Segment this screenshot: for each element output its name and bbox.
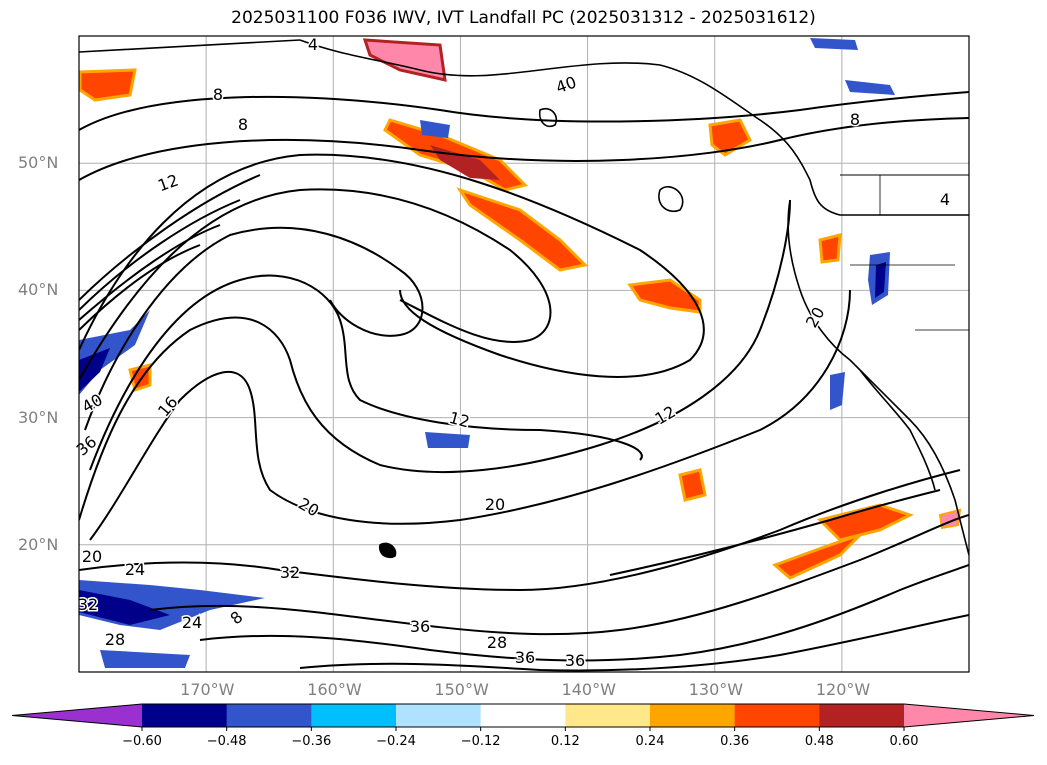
iwv-contour xyxy=(79,199,791,521)
lat-tick-label: 20°N xyxy=(18,534,59,554)
lon-tick-label: 170°W xyxy=(180,680,235,699)
iwv-contour xyxy=(199,564,969,662)
iwv-contour xyxy=(609,489,941,576)
colorbar-outline xyxy=(11,703,1035,728)
contour-label: 4 xyxy=(308,35,318,54)
iwv-contour xyxy=(89,289,851,541)
map-title: 2025031100 F036 IWV, IVT Landfall PC (20… xyxy=(231,8,816,28)
positive-anomaly-patch xyxy=(818,233,842,264)
colorbar-tick-label: 0.24 xyxy=(635,734,665,749)
contour-label: 20 xyxy=(82,547,102,566)
lon-tick-label: 140°W xyxy=(561,680,616,699)
positive-anomaly-patch xyxy=(362,38,447,82)
iwv-contour xyxy=(79,117,969,181)
contour-label: 32 xyxy=(78,595,98,614)
lon-tick-label: 130°W xyxy=(688,680,744,699)
colorbar-tick-label: 0.36 xyxy=(720,734,750,749)
positive-anomaly-patch xyxy=(708,118,752,157)
colorbar-segment xyxy=(226,704,312,727)
colorbar-segment xyxy=(142,704,228,727)
contour-label: 20 xyxy=(485,495,505,514)
contour-label: 36 xyxy=(515,648,535,667)
iwv-contour xyxy=(149,514,969,636)
iwv-contour xyxy=(299,614,969,672)
iwv-contour xyxy=(84,226,424,431)
negative-anomaly-patch xyxy=(875,262,886,298)
negative-anomaly-patch xyxy=(425,432,470,448)
colorbar-tick-label: −0.48 xyxy=(206,734,247,749)
colorbar-segment xyxy=(819,704,905,727)
coastlines xyxy=(79,39,969,559)
iwv-contour xyxy=(79,469,961,592)
lon-tick-label: 160°W xyxy=(307,680,362,699)
negative-anomaly-patch xyxy=(420,120,450,138)
hawaii-island xyxy=(378,542,397,559)
colorbar-tick-label: 0.48 xyxy=(804,734,834,749)
iwv-contour xyxy=(79,91,969,131)
negative-anomaly-patch xyxy=(100,650,190,668)
lat-tick-label: 50°N xyxy=(18,153,59,173)
contour-label: 24 xyxy=(125,560,145,579)
colorbar-extend-low xyxy=(12,704,142,727)
colorbar-tick-label: −0.36 xyxy=(291,734,332,749)
negative-anomaly-patch xyxy=(810,38,858,50)
contour-label: 8 xyxy=(238,115,248,134)
aleutian-chain xyxy=(79,39,301,53)
contour-label: 4 xyxy=(940,190,950,209)
contour-label: 36 xyxy=(565,651,585,670)
island-coast xyxy=(658,186,684,212)
alaska-coast xyxy=(299,39,969,216)
iwv-contour xyxy=(79,224,221,321)
north-america-coast xyxy=(787,199,969,556)
negative-anomaly-patch xyxy=(830,372,845,410)
colorbar-tick-label: −0.24 xyxy=(376,734,416,749)
colorbar-tick-label: −0.60 xyxy=(122,734,162,749)
lat-tick-label: 40°N xyxy=(18,280,59,300)
iwv-contour xyxy=(79,174,261,301)
contour-label: 8 xyxy=(850,110,860,129)
colorbar-segment xyxy=(396,704,482,727)
contour-label: 8 xyxy=(213,85,223,104)
iwv-contour xyxy=(79,153,705,378)
positive-anomaly-patch xyxy=(128,363,152,392)
lon-tick-label: 120°W xyxy=(815,680,871,699)
positive-anomaly-patch xyxy=(678,468,707,502)
positive-anomaly-patch xyxy=(79,68,137,102)
colorbar-segment xyxy=(480,704,566,727)
iwv-contour xyxy=(89,274,643,471)
negative-anomaly-patch xyxy=(79,590,170,625)
iwv-contour xyxy=(79,199,241,311)
colorbar-extend-high xyxy=(904,704,1034,727)
contour-label: 28 xyxy=(487,633,507,652)
colorbar-segment xyxy=(734,704,820,727)
colorbar-segment xyxy=(650,704,736,727)
positive-anomaly-patch xyxy=(772,533,862,580)
iwv-contour xyxy=(79,244,201,331)
contour-label: 28 xyxy=(105,630,125,649)
contour-label: 24 xyxy=(182,613,202,632)
baja-coast xyxy=(859,369,936,491)
lon-tick-label: 150°W xyxy=(434,680,489,699)
colorbar-tick-label: 0.60 xyxy=(889,734,919,749)
colorbar-segment xyxy=(565,704,651,727)
positive-anomaly-patch xyxy=(456,187,589,272)
iwv-contours xyxy=(79,91,969,672)
colorbar-segment xyxy=(311,704,397,727)
negative-anomaly-patch xyxy=(79,348,110,392)
colorbar-tick-label: −0.12 xyxy=(460,734,501,749)
negative-anomaly-patch xyxy=(845,80,895,95)
lat-tick-label: 30°N xyxy=(18,407,59,427)
contour-label: 36 xyxy=(410,617,430,636)
contour-label: 32 xyxy=(280,563,300,582)
map-frame-border xyxy=(78,35,970,673)
island-coast xyxy=(538,107,558,128)
colorbar-tick-label: 0.12 xyxy=(550,734,580,749)
